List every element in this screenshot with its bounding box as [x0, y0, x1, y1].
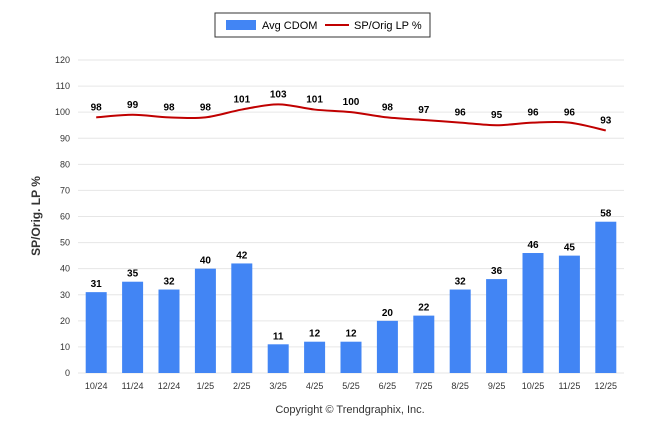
copyright-text: Copyright © Trendgraphix, Inc. — [275, 404, 424, 416]
bar-3/25 — [267, 344, 289, 373]
y-tick-label: 70 — [60, 185, 70, 195]
line-value-label: 96 — [455, 108, 467, 119]
bar-value-label: 58 — [600, 209, 612, 220]
x-axis-ticks: 10/24 11/24 12/24 1/25 2/25 3/25 4/25 5/25 6/25 7… — [85, 381, 617, 391]
bar-12/24 — [158, 289, 180, 373]
bar-4/25 — [304, 341, 326, 373]
bar-12/25 — [595, 221, 617, 373]
legend-bar-label: Avg CDOM — [262, 20, 317, 32]
bar-8/25 — [449, 289, 471, 373]
bar-value-label: 20 — [382, 308, 394, 319]
bar-value-label: 22 — [418, 303, 430, 314]
line-value-label: 100 — [343, 97, 360, 108]
x-tick-label: 11/25 — [558, 381, 580, 391]
x-tick-label: 1/25 — [197, 381, 215, 391]
y-tick-label: 30 — [60, 290, 70, 300]
y-tick-label: 0 — [65, 368, 70, 378]
bar-value-label: 11 — [273, 331, 284, 342]
x-tick-label: 11/24 — [122, 381, 144, 391]
legend: Avg CDOM SP/Orig LP % — [214, 12, 431, 38]
y-axis-title: SP/Orig. LP % — [29, 176, 43, 256]
bar-value-label: 32 — [455, 277, 467, 288]
data-labels: 31 35 32 40 42 11 12 12 20 22 32 36 46 45 58 98 99 98 98 10… — [91, 89, 612, 342]
x-tick-label: 5/25 — [342, 381, 360, 391]
line-value-label: 98 — [382, 102, 394, 113]
line-value-label: 101 — [306, 95, 323, 106]
x-tick-label: 2/25 — [233, 381, 251, 391]
bar-value-label: 31 — [91, 279, 103, 290]
y-tick-label: 80 — [60, 159, 70, 169]
bar-7/25 — [413, 315, 435, 373]
line-value-label: 99 — [127, 100, 139, 111]
y-axis-ticks: 0 10 20 30 40 50 60 70 80 90 100 110 120 — [55, 55, 70, 378]
bar-10/24 — [85, 292, 107, 373]
x-tick-label: 10/25 — [522, 381, 545, 391]
line-value-label: 96 — [564, 108, 576, 119]
bar-value-label: 46 — [527, 240, 539, 251]
x-tick-label: 12/24 — [158, 381, 181, 391]
bar-series — [85, 221, 617, 373]
line-value-label: 98 — [163, 102, 175, 113]
y-tick-label: 110 — [56, 81, 70, 91]
y-tick-label: 40 — [60, 264, 70, 274]
line-series — [96, 103, 607, 132]
bar-2/25 — [231, 263, 253, 373]
bar-9/25 — [486, 279, 508, 373]
x-tick-label: 7/25 — [415, 381, 433, 391]
bar-value-label: 32 — [163, 277, 175, 288]
line-value-label: 98 — [200, 102, 212, 113]
bar-11/25 — [558, 255, 580, 373]
y-tick-label: 60 — [60, 212, 70, 222]
bar-11/24 — [122, 281, 144, 373]
y-tick-label: 120 — [55, 55, 70, 65]
x-tick-label: 6/25 — [379, 381, 397, 391]
bar-6/25 — [376, 320, 398, 373]
sp-orig-lp-line — [96, 103, 607, 132]
line-value-label: 97 — [418, 105, 430, 116]
bar-1/25 — [194, 268, 216, 373]
y-tick-label: 10 — [60, 342, 70, 352]
bar-value-label: 40 — [200, 256, 212, 267]
line-value-label: 96 — [527, 108, 539, 119]
line-value-label: 93 — [600, 115, 612, 126]
x-tick-label: 10/24 — [85, 381, 108, 391]
bar-value-label: 35 — [127, 269, 139, 280]
x-tick-label: 12/25 — [595, 381, 618, 391]
y-tick-label: 100 — [55, 107, 70, 117]
bar-value-label: 45 — [564, 243, 576, 254]
bar-value-label: 36 — [491, 266, 503, 277]
y-tick-label: 90 — [60, 133, 70, 143]
legend-bar-swatch — [226, 20, 256, 30]
x-tick-label: 8/25 — [451, 381, 469, 391]
line-value-label: 95 — [491, 110, 503, 121]
bar-10/25 — [522, 253, 544, 373]
x-tick-label: 3/25 — [269, 381, 287, 391]
line-value-label: 101 — [233, 95, 250, 106]
y-tick-label: 50 — [60, 238, 70, 248]
x-tick-label: 4/25 — [306, 381, 324, 391]
line-value-label: 103 — [270, 89, 287, 100]
y-tick-label: 20 — [60, 316, 70, 326]
bar-5/25 — [340, 341, 362, 373]
bar-value-label: 12 — [345, 329, 357, 340]
bar-value-label: 42 — [236, 250, 248, 261]
bar-value-label: 12 — [309, 329, 321, 340]
legend-line-label: SP/Orig LP % — [354, 20, 422, 32]
x-tick-label: 9/25 — [488, 381, 506, 391]
line-value-label: 98 — [91, 102, 103, 113]
